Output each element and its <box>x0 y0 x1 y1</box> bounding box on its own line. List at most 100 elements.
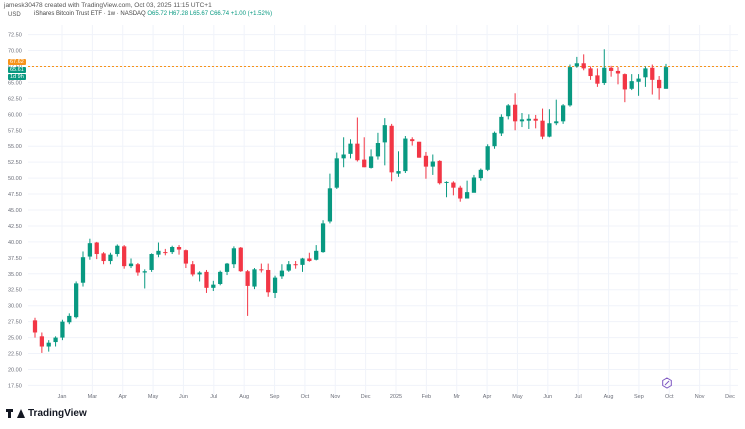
x-tick-label: Nov <box>330 394 340 400</box>
header-text: jamesk30478 created with TradingView.com… <box>4 2 212 9</box>
candle <box>506 104 511 120</box>
candle <box>423 151 429 179</box>
candle <box>444 181 449 198</box>
candle-body <box>609 67 614 71</box>
candle <box>657 76 662 100</box>
x-tick-label: Jan <box>58 394 67 400</box>
candle-body <box>437 160 442 184</box>
x-tick-label: Apr <box>118 394 127 400</box>
candle <box>464 180 470 199</box>
candle <box>560 104 566 124</box>
candle <box>650 64 655 95</box>
candle-body <box>581 63 586 69</box>
candle-body <box>663 67 669 89</box>
candle-body <box>176 247 182 250</box>
candle-body <box>320 223 326 253</box>
tradingview-logo[interactable]: TradingView <box>6 408 87 419</box>
candle-body <box>403 138 408 172</box>
x-tick-label: Dec <box>361 394 371 400</box>
candle <box>334 152 339 189</box>
y-tick-label: 42.50 <box>8 224 22 230</box>
x-tick-label: May <box>512 394 523 400</box>
y-tick-label: 30.00 <box>8 304 22 310</box>
candle-body <box>595 75 600 84</box>
candle <box>663 63 669 89</box>
candle <box>519 113 525 128</box>
candle-body <box>657 79 662 89</box>
candle-body <box>519 119 525 122</box>
candle-body <box>197 272 202 275</box>
candle <box>307 252 312 262</box>
candle <box>224 262 230 276</box>
candle-body <box>362 159 367 168</box>
candle <box>204 269 209 293</box>
candle-body <box>279 270 285 277</box>
y-tick-label: 65.00 <box>8 80 22 86</box>
candle-body <box>300 258 305 265</box>
candle <box>320 220 326 253</box>
candle-body <box>224 263 230 272</box>
y-tick-label: 17.50 <box>8 383 22 389</box>
candle-body <box>629 81 634 89</box>
candle <box>567 64 573 107</box>
candle <box>115 244 120 257</box>
tradingview-triangle-icon <box>17 409 25 418</box>
y-tick-label: 45.00 <box>8 208 22 214</box>
candle <box>458 185 463 202</box>
candle-body <box>74 283 79 318</box>
y-tick-label: 52.50 <box>8 160 22 166</box>
candle <box>149 253 154 272</box>
candle-body <box>602 67 607 84</box>
candle <box>609 65 614 77</box>
candle-body <box>142 271 147 273</box>
candle <box>190 261 195 277</box>
candle-body <box>53 337 58 343</box>
candle <box>94 241 99 260</box>
candle-body <box>533 118 538 121</box>
candle-body <box>39 336 44 347</box>
brand-name: TradingView <box>28 408 87 419</box>
x-tick-label: Jun <box>179 394 188 400</box>
y-tick-label: 57.50 <box>8 128 22 134</box>
candle-body <box>622 74 627 90</box>
candle <box>218 270 223 286</box>
candle-body <box>204 271 209 288</box>
candle <box>74 281 79 319</box>
candle <box>636 74 641 96</box>
candle-body <box>190 264 195 275</box>
x-tick-label: Oct <box>301 394 310 400</box>
candle <box>39 332 44 353</box>
candle-body <box>396 171 401 174</box>
candle-body <box>238 247 243 272</box>
candle-body <box>382 125 387 143</box>
candle-body <box>218 271 223 284</box>
y-axis: 17.50 20.00 22.50 25.00 27.50 30.00 32.50 35.00… <box>8 33 22 390</box>
candle <box>163 248 168 256</box>
y-tick-label: 70.00 <box>8 49 22 55</box>
candle-body <box>410 139 415 142</box>
candle <box>437 160 442 185</box>
candle <box>279 264 285 279</box>
candle <box>293 261 298 269</box>
symbol-legend[interactable]: iShares Bitcoin Trust ETF · 1w · NASDAQ … <box>34 11 272 17</box>
candle <box>272 275 278 299</box>
x-tick-label: Sep <box>634 394 644 400</box>
candle <box>231 246 237 269</box>
candle <box>512 93 518 131</box>
candle <box>128 258 134 269</box>
candle-body <box>122 246 127 267</box>
candle <box>368 149 374 169</box>
candle <box>286 261 291 272</box>
candle <box>410 137 415 146</box>
candle <box>588 66 593 80</box>
candle <box>382 118 387 166</box>
x-tick-label: Jul <box>575 394 582 400</box>
candle <box>581 54 586 71</box>
candle-body <box>32 320 38 333</box>
candle-body <box>272 277 278 293</box>
candle <box>53 336 58 347</box>
candle-body <box>101 253 106 262</box>
candle <box>615 67 621 85</box>
candle-body <box>348 143 353 154</box>
candle <box>485 144 490 172</box>
